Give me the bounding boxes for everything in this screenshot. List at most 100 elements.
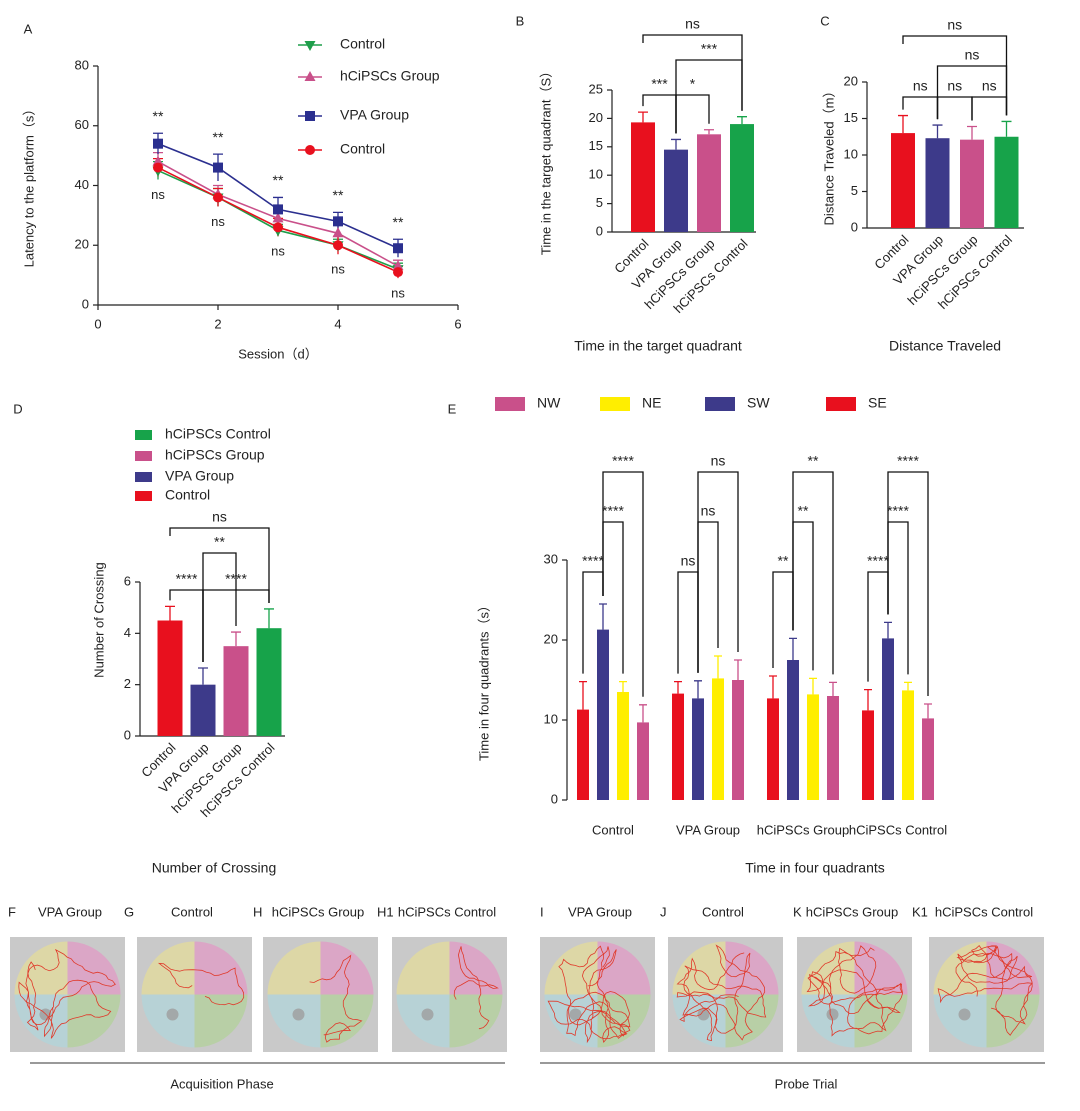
- significance-bracket: [677, 571, 699, 674]
- error-bar: [579, 680, 587, 710]
- point: [332, 227, 344, 238]
- y-tick-label: 10: [589, 167, 603, 182]
- legend-label: SE: [868, 395, 887, 411]
- significance-bracket: [902, 35, 1008, 116]
- y-axis-label: Time in the target quadrant（S）: [538, 65, 553, 255]
- y-tick-label: 5: [596, 195, 603, 210]
- bar: [637, 722, 649, 800]
- y-tick-label: 10: [844, 146, 858, 161]
- significance-label: ****: [897, 453, 919, 469]
- error-bar: [932, 124, 943, 139]
- bar: [157, 620, 183, 736]
- swim-track: [18, 948, 116, 1039]
- pool-quadrant: [320, 994, 374, 1048]
- y-tick-label: 15: [589, 138, 603, 153]
- error-bar: [638, 111, 648, 123]
- bar: [882, 638, 894, 800]
- significance-label: ns: [947, 17, 962, 33]
- error-bar: [704, 129, 714, 135]
- y-tick-label: 40: [75, 177, 89, 192]
- platform: [292, 1008, 305, 1021]
- legend-swatch: [135, 430, 152, 440]
- y-tick-label: 30: [544, 551, 558, 566]
- swim-track: [547, 945, 631, 1044]
- bar: [862, 710, 874, 800]
- panel-letter: I: [540, 904, 544, 919]
- significance-label: ns: [982, 78, 997, 94]
- legend-label: hCiPSCs Control: [165, 426, 271, 442]
- significance-label: ns: [211, 214, 225, 229]
- legend-marker: [304, 41, 316, 51]
- x-tick-label: Control: [592, 822, 634, 837]
- error-bar: [714, 655, 722, 679]
- error-bar: [734, 659, 742, 680]
- significance-label: **: [153, 108, 164, 124]
- bar: [994, 136, 1019, 228]
- legend-label: hCiPSCs Group: [165, 447, 265, 463]
- y-axis-label: Number of Crossing: [91, 562, 106, 678]
- y-tick-label: 20: [589, 110, 603, 125]
- pool-quadrant: [672, 941, 726, 995]
- y-axis-label: Latency to the platform（s）: [21, 103, 36, 268]
- significance-label: **: [778, 553, 789, 569]
- significance-bracket: [642, 34, 743, 111]
- pool-quadrant: [14, 941, 68, 995]
- significance-label: **: [333, 187, 344, 203]
- panel-letter: H: [253, 904, 262, 919]
- pool-quadrant: [267, 941, 321, 995]
- caption: Number of Crossing: [152, 860, 277, 876]
- panel-title: hCiPSCs Control: [935, 904, 1033, 919]
- bar: [697, 134, 721, 232]
- platform: [697, 1008, 710, 1021]
- significance-label: ****: [867, 553, 889, 569]
- legend-label: VPA Group: [340, 107, 409, 123]
- legend-swatch: [705, 397, 735, 411]
- caption: Time in the target quadrant: [574, 338, 742, 354]
- significance-label: ns: [151, 187, 165, 202]
- significance-bracket: [936, 65, 1008, 120]
- pool-quadrant: [194, 994, 248, 1048]
- legend-label: NW: [537, 395, 561, 411]
- error-bar: [198, 667, 208, 685]
- panel-letter: K1: [912, 904, 928, 919]
- point: [393, 267, 403, 278]
- panel-letter: B: [516, 13, 525, 28]
- error-bar: [829, 681, 837, 696]
- x-tick-label: VPA Group: [676, 822, 740, 837]
- point: [273, 204, 283, 215]
- error-bar: [671, 138, 681, 150]
- significance-label: ****: [176, 571, 198, 587]
- legend-label: hCiPSCs Group: [340, 68, 440, 84]
- bar: [664, 149, 688, 232]
- significance-bracket: [602, 471, 644, 697]
- point: [393, 243, 403, 254]
- platform: [958, 1008, 971, 1021]
- error-bar: [924, 703, 932, 719]
- error-bar: [884, 621, 892, 639]
- point: [333, 216, 343, 227]
- panel-letter: J: [660, 904, 667, 919]
- bar: [577, 709, 589, 800]
- pool-quadrant: [449, 941, 503, 995]
- pool-quadrant: [267, 994, 321, 1048]
- legend-swatch: [826, 397, 856, 411]
- bar: [925, 138, 950, 228]
- point: [272, 212, 284, 223]
- significance-label: ***: [651, 76, 668, 92]
- error-bar: [769, 675, 777, 699]
- y-tick-label: 0: [82, 296, 89, 311]
- y-axis-label: Time in four quadrants（s）: [476, 599, 491, 761]
- panel-title: Control: [702, 904, 744, 919]
- x-tick-label: 0: [94, 316, 101, 331]
- caption: Time in four quadrants: [745, 860, 885, 876]
- pool-quadrant: [67, 941, 121, 995]
- legend-label: SW: [747, 395, 770, 411]
- significance-label: **: [214, 534, 225, 550]
- swim-track: [676, 944, 767, 1042]
- significance-bracket: [202, 552, 237, 662]
- bar: [730, 124, 754, 232]
- y-tick-label: 0: [596, 223, 603, 238]
- significance-bracket: [202, 589, 270, 662]
- bar: [807, 694, 819, 800]
- panel-letter: D: [13, 401, 22, 416]
